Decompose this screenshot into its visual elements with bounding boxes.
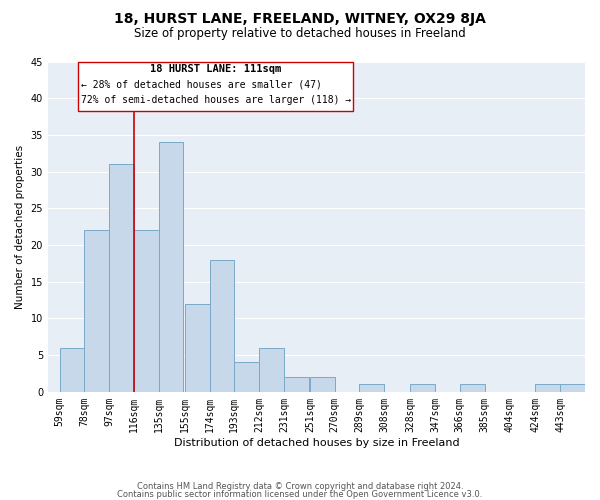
Bar: [159, 142, 184, 392]
Text: 18, HURST LANE, FREELAND, WITNEY, OX29 8JA: 18, HURST LANE, FREELAND, WITNEY, OX29 8…: [114, 12, 486, 26]
X-axis label: Distribution of detached houses by size in Freeland: Distribution of detached houses by size …: [173, 438, 459, 448]
FancyBboxPatch shape: [78, 62, 353, 112]
Y-axis label: Number of detached properties: Number of detached properties: [15, 144, 25, 308]
Bar: [310, 377, 335, 392]
Bar: [359, 384, 384, 392]
Bar: [410, 384, 435, 392]
Bar: [259, 348, 284, 392]
Bar: [284, 377, 308, 392]
Bar: [109, 164, 134, 392]
Bar: [535, 384, 560, 392]
Bar: [235, 362, 259, 392]
Bar: [134, 230, 159, 392]
Bar: [460, 384, 485, 392]
Bar: [209, 260, 235, 392]
Text: 72% of semi-detached houses are larger (118) →: 72% of semi-detached houses are larger (…: [80, 96, 351, 106]
Text: ← 28% of detached houses are smaller (47): ← 28% of detached houses are smaller (47…: [80, 80, 322, 90]
Bar: [560, 384, 585, 392]
Bar: [59, 348, 85, 392]
Bar: [85, 230, 109, 392]
Text: Size of property relative to detached houses in Freeland: Size of property relative to detached ho…: [134, 28, 466, 40]
Text: 18 HURST LANE: 111sqm: 18 HURST LANE: 111sqm: [150, 64, 281, 74]
Text: Contains HM Land Registry data © Crown copyright and database right 2024.: Contains HM Land Registry data © Crown c…: [137, 482, 463, 491]
Text: Contains public sector information licensed under the Open Government Licence v3: Contains public sector information licen…: [118, 490, 482, 499]
Bar: [185, 304, 209, 392]
